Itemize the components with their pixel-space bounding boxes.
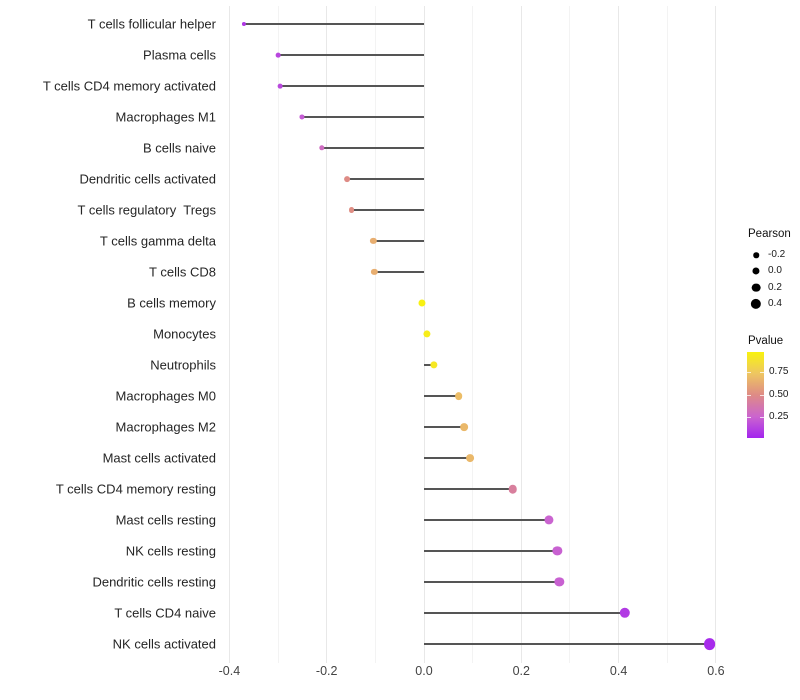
lollipop-stem: [278, 54, 424, 56]
legend-pearson-dot: [753, 252, 759, 258]
gridline-minor: [569, 6, 571, 663]
category-label: T cells gamma delta: [99, 233, 216, 249]
category-label: T cells CD4 memory resting: [55, 481, 216, 497]
lollipop-dot: [275, 52, 281, 58]
lollipop-dot: [619, 607, 631, 619]
category-label: Dendritic cells activated: [79, 171, 216, 187]
pvalue-tick: [760, 417, 764, 419]
category-label: Macrophages M2: [115, 419, 216, 435]
category-label: Monocytes: [153, 326, 216, 342]
gridline-minor: [374, 6, 376, 663]
lollipop-stem: [373, 240, 424, 242]
lollipop-stem: [424, 612, 625, 614]
lollipop-stem: [351, 209, 424, 211]
category-label: Dendritic cells resting: [92, 574, 216, 590]
lollipop-dot: [703, 638, 716, 650]
category-label: T cells CD8: [149, 264, 216, 280]
category-label: T cells CD4 memory activated: [42, 78, 216, 94]
lollipop-dot: [344, 176, 351, 182]
gridline-minor: [666, 6, 668, 663]
lollipop-dot: [543, 515, 554, 525]
lollipop-dot: [370, 237, 377, 245]
lollipop-stem: [280, 85, 424, 87]
category-label: T cells regulatory Tregs: [77, 202, 216, 218]
pvalue-gradient-bar: [747, 352, 764, 438]
lollipop-stem: [424, 519, 549, 521]
x-tick-label: 0.4: [609, 664, 628, 678]
category-label: T cells follicular helper: [87, 16, 216, 32]
lollipop-dot: [554, 577, 564, 587]
pvalue-tick: [747, 372, 751, 374]
lollipop-stem: [424, 643, 710, 645]
gridline-major: [326, 6, 328, 663]
x-tick-label: 0.0: [415, 664, 433, 678]
lollipop-stem: [424, 364, 435, 366]
gridline-major: [228, 6, 230, 663]
lollipop-stem: [424, 457, 471, 459]
lollipop-stem: [302, 116, 424, 118]
pvalue-tick-label: 0.75: [769, 366, 789, 378]
pvalue-tick: [760, 394, 764, 396]
gridline-minor: [277, 6, 279, 663]
gridline-major: [520, 6, 522, 663]
lollipop-dot: [299, 114, 305, 120]
category-label: T cells CD4 naive: [114, 605, 216, 621]
lollipop-stem: [347, 178, 424, 180]
category-label: Mast cells resting: [115, 512, 216, 528]
lollipop-dot: [430, 361, 438, 369]
lollipop-stem: [321, 147, 424, 149]
category-label: NK cells activated: [112, 636, 216, 652]
legend-pearson-label: 0.4: [768, 298, 782, 310]
pvalue-tick-label: 0.25: [769, 411, 789, 423]
category-label: Neutrophils: [150, 357, 216, 373]
lollipop-dot: [508, 484, 517, 494]
lollipop-dot: [423, 330, 431, 338]
legend-pvalue-title: Pvalue: [748, 335, 784, 347]
x-tick-label: 0.6: [707, 664, 725, 678]
legend-pearson-label: -0.2: [768, 249, 786, 260]
category-label: Plasma cells: [143, 47, 216, 63]
category-label: B cells naive: [143, 140, 216, 156]
x-tick-label: -0.4: [218, 664, 241, 678]
lollipop-stem: [424, 488, 513, 490]
lollipop-stem: [424, 395, 459, 397]
lollipop-dot: [460, 423, 469, 431]
gridline-major: [715, 6, 717, 663]
lollipop-stem: [424, 550, 558, 552]
gridline-minor: [472, 6, 474, 663]
legend-pearson-title: Pearson: [748, 228, 791, 240]
lollipop-dot: [454, 392, 463, 400]
category-label: NK cells resting: [125, 543, 216, 559]
lollipop-dot: [348, 207, 355, 213]
lollipop-dot: [466, 454, 475, 462]
pvalue-tick-label: 0.50: [769, 388, 789, 400]
lollipop-dot: [371, 268, 378, 276]
lollipop-dot: [418, 299, 426, 307]
x-tick-label: 0.2: [512, 664, 530, 678]
lollipop-dot: [552, 546, 562, 556]
lollipop-dot: [241, 21, 247, 27]
legend-pearson-dot: [751, 283, 761, 293]
category-label: Macrophages M0: [115, 388, 216, 404]
legend-pearson-dot: [750, 299, 762, 310]
gridline-major: [618, 6, 620, 663]
legend-pearson-label: 0.2: [768, 281, 782, 293]
lollipop-stem: [424, 426, 465, 428]
lollipop-stem: [374, 271, 424, 273]
category-label: Mast cells activated: [102, 450, 216, 466]
category-label: Macrophages M1: [115, 109, 216, 125]
lollipop-dot: [278, 83, 283, 89]
pvalue-tick: [747, 417, 751, 419]
pvalue-tick: [760, 372, 764, 374]
lollipop-stem: [243, 23, 424, 25]
lollipop-dot: [319, 145, 325, 151]
legend-pearson-dot: [752, 267, 760, 275]
lollipop-stem: [424, 581, 560, 583]
category-label: B cells memory: [127, 295, 216, 311]
legend-pearson-label: 0.0: [768, 265, 782, 277]
x-tick-label: -0.2: [315, 664, 338, 678]
pvalue-tick: [747, 394, 751, 396]
